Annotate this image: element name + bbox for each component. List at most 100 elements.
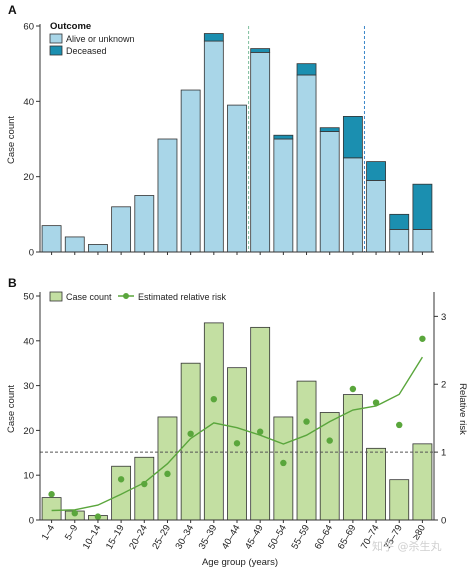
bar-a-alive-2: [88, 244, 108, 253]
legend-label-deceased: Deceased: [66, 46, 107, 56]
risk-point-3: [117, 476, 125, 483]
panel-a-bars: [41, 33, 433, 253]
panel-a-y-tick-label-0: 0: [29, 248, 34, 259]
bar-a-deceased-14: [366, 161, 386, 181]
panel-a-y-axis: 0 20 40 60: [23, 22, 41, 259]
bar-b-case-7: [203, 322, 224, 521]
legend-swatch-case-count: [49, 291, 63, 302]
panel-b-left-y-axis: 0 10 20 30 40 50: [23, 292, 41, 527]
risk-point-4: [141, 480, 148, 488]
risk-point-1: [71, 510, 78, 517]
bar-b-case-16: [412, 443, 433, 521]
bar-b-case-6: [180, 362, 201, 521]
panel-b-x-tick-label-1: 5–9: [63, 523, 80, 542]
bar-a-deceased-11: [296, 63, 317, 76]
panel-b-legend: Case count Estimated relative risk: [49, 291, 227, 302]
panel-b-x-tick-label-12: 60–64: [313, 523, 336, 551]
bar-b-case-11: [296, 380, 317, 521]
risk-point-11: [303, 418, 310, 425]
panel-b-y2-tick-label-3: 3: [441, 312, 446, 323]
panel-b-x-tick-label-2: 10–14: [81, 523, 104, 551]
panel-b-y-tick-label-10: 10: [23, 471, 34, 482]
panel-a-letter: A: [8, 3, 17, 17]
panel-b-trend-line: [51, 356, 423, 512]
panel-b-x-axis-title: Age group (years): [202, 557, 278, 568]
bar-a-alive-10: [273, 138, 294, 253]
panel-b-x-tick-label-0: 1–4: [40, 523, 57, 542]
bar-a-alive-9: [250, 51, 271, 253]
bar-a-alive-4: [134, 195, 155, 253]
panel-a-y-tick-label-40: 40: [23, 97, 34, 108]
panel-b-y-tick-label-0: 0: [29, 516, 34, 527]
bar-a-alive-14: [366, 180, 386, 253]
risk-point-10: [280, 459, 287, 467]
bar-b-case-4: [134, 456, 155, 521]
bar-b-case-14: [366, 447, 386, 521]
risk-point-8: [233, 440, 241, 447]
bar-a-alive-13: [342, 157, 363, 253]
panel-b-right-y-axis: 0 1 2 3: [433, 292, 446, 527]
bar-a-alive-15: [389, 228, 410, 253]
bar-a-alive-3: [111, 206, 132, 253]
panel-b-x-tick-label-11: 55–59: [289, 523, 312, 551]
panel-a-y-axis-title: Case count: [6, 116, 17, 164]
watermark: 知乎 @杀生丸: [372, 539, 442, 553]
panel-b-y-tick-label-30: 30: [23, 381, 34, 392]
risk-point-12: [326, 437, 333, 444]
risk-point-6: [187, 430, 194, 437]
panel-a: A 0 20 40 60 Case count Outcome Alive or un…: [6, 3, 434, 259]
legend-swatch-deceased: [49, 45, 63, 56]
panel-b-y2-tick-label-0: 0: [441, 516, 446, 527]
panel-b-x-tick-label-13: 65–69: [336, 523, 359, 551]
panel-b: B 0 10 20 30 40 50 0 1 2 3 1–4 5–9 10–14 15–19 20–24…: [6, 276, 468, 568]
risk-point-9: [256, 428, 264, 435]
bar-a-deceased-9: [250, 48, 271, 53]
panel-b-x-tick-label-10: 50–54: [266, 523, 289, 551]
bar-a-alive-1: [64, 236, 85, 253]
panel-b-x-tick-label-8: 40–44: [220, 523, 243, 551]
risk-point-5: [164, 470, 171, 478]
panel-b-x-tick-label-4: 20–24: [127, 523, 150, 551]
panel-b-x-tick-label-5: 25–29: [150, 523, 173, 551]
panel-a-legend: Outcome Alive or unknown Deceased: [49, 21, 135, 56]
bar-a-deceased-12: [319, 127, 340, 132]
risk-point-7: [210, 395, 218, 403]
bar-b-case-3: [111, 465, 132, 521]
bar-a-deceased-10: [273, 134, 294, 140]
panel-b-trend-path: [51, 356, 423, 512]
panel-b-y-tick-label-20: 20: [23, 426, 34, 437]
legend-label-case-count: Case count: [66, 292, 112, 302]
risk-point-16: [419, 335, 426, 342]
panel-a-x-axis: [40, 251, 434, 255]
bar-a-alive-7: [203, 40, 224, 253]
panel-b-bars: [41, 322, 433, 521]
bar-a-alive-8: [227, 104, 247, 253]
risk-point-14: [372, 399, 380, 406]
panel-a-legend-title: Outcome: [50, 21, 91, 32]
risk-point-2: [94, 513, 102, 520]
legend-label-risk: Estimated relative risk: [138, 292, 227, 302]
bar-a-deceased-15: [389, 213, 410, 230]
panel-b-letter: B: [8, 276, 17, 290]
bar-b-case-15: [389, 479, 410, 521]
panel-b-x-tick-label-7: 35–39: [197, 523, 220, 551]
bar-a-deceased-16: [412, 183, 433, 230]
bar-b-case-9: [250, 326, 271, 521]
bar-a-deceased-7: [203, 33, 224, 42]
bar-a-alive-0: [41, 225, 62, 253]
legend-marker-risk: [123, 293, 129, 299]
panel-b-risk-points: [48, 335, 426, 520]
panel-b-y-tick-label-40: 40: [23, 336, 34, 347]
bar-a-alive-11: [296, 74, 317, 253]
bar-a-alive-12: [319, 131, 340, 253]
panel-b-y2-axis-title: Relative risk: [457, 383, 468, 435]
legend-label-alive: Alive or unknown: [66, 34, 135, 44]
panel-b-x-tick-label-6: 30–34: [174, 523, 197, 551]
bar-a-deceased-13: [342, 116, 363, 159]
panel-b-y-tick-label-50: 50: [23, 292, 34, 303]
bar-b-case-0: [41, 497, 62, 521]
bar-a-alive-5: [157, 138, 178, 253]
panel-b-x-tick-label-3: 15–19: [104, 523, 127, 551]
panel-a-reference-lines: [248, 26, 365, 252]
